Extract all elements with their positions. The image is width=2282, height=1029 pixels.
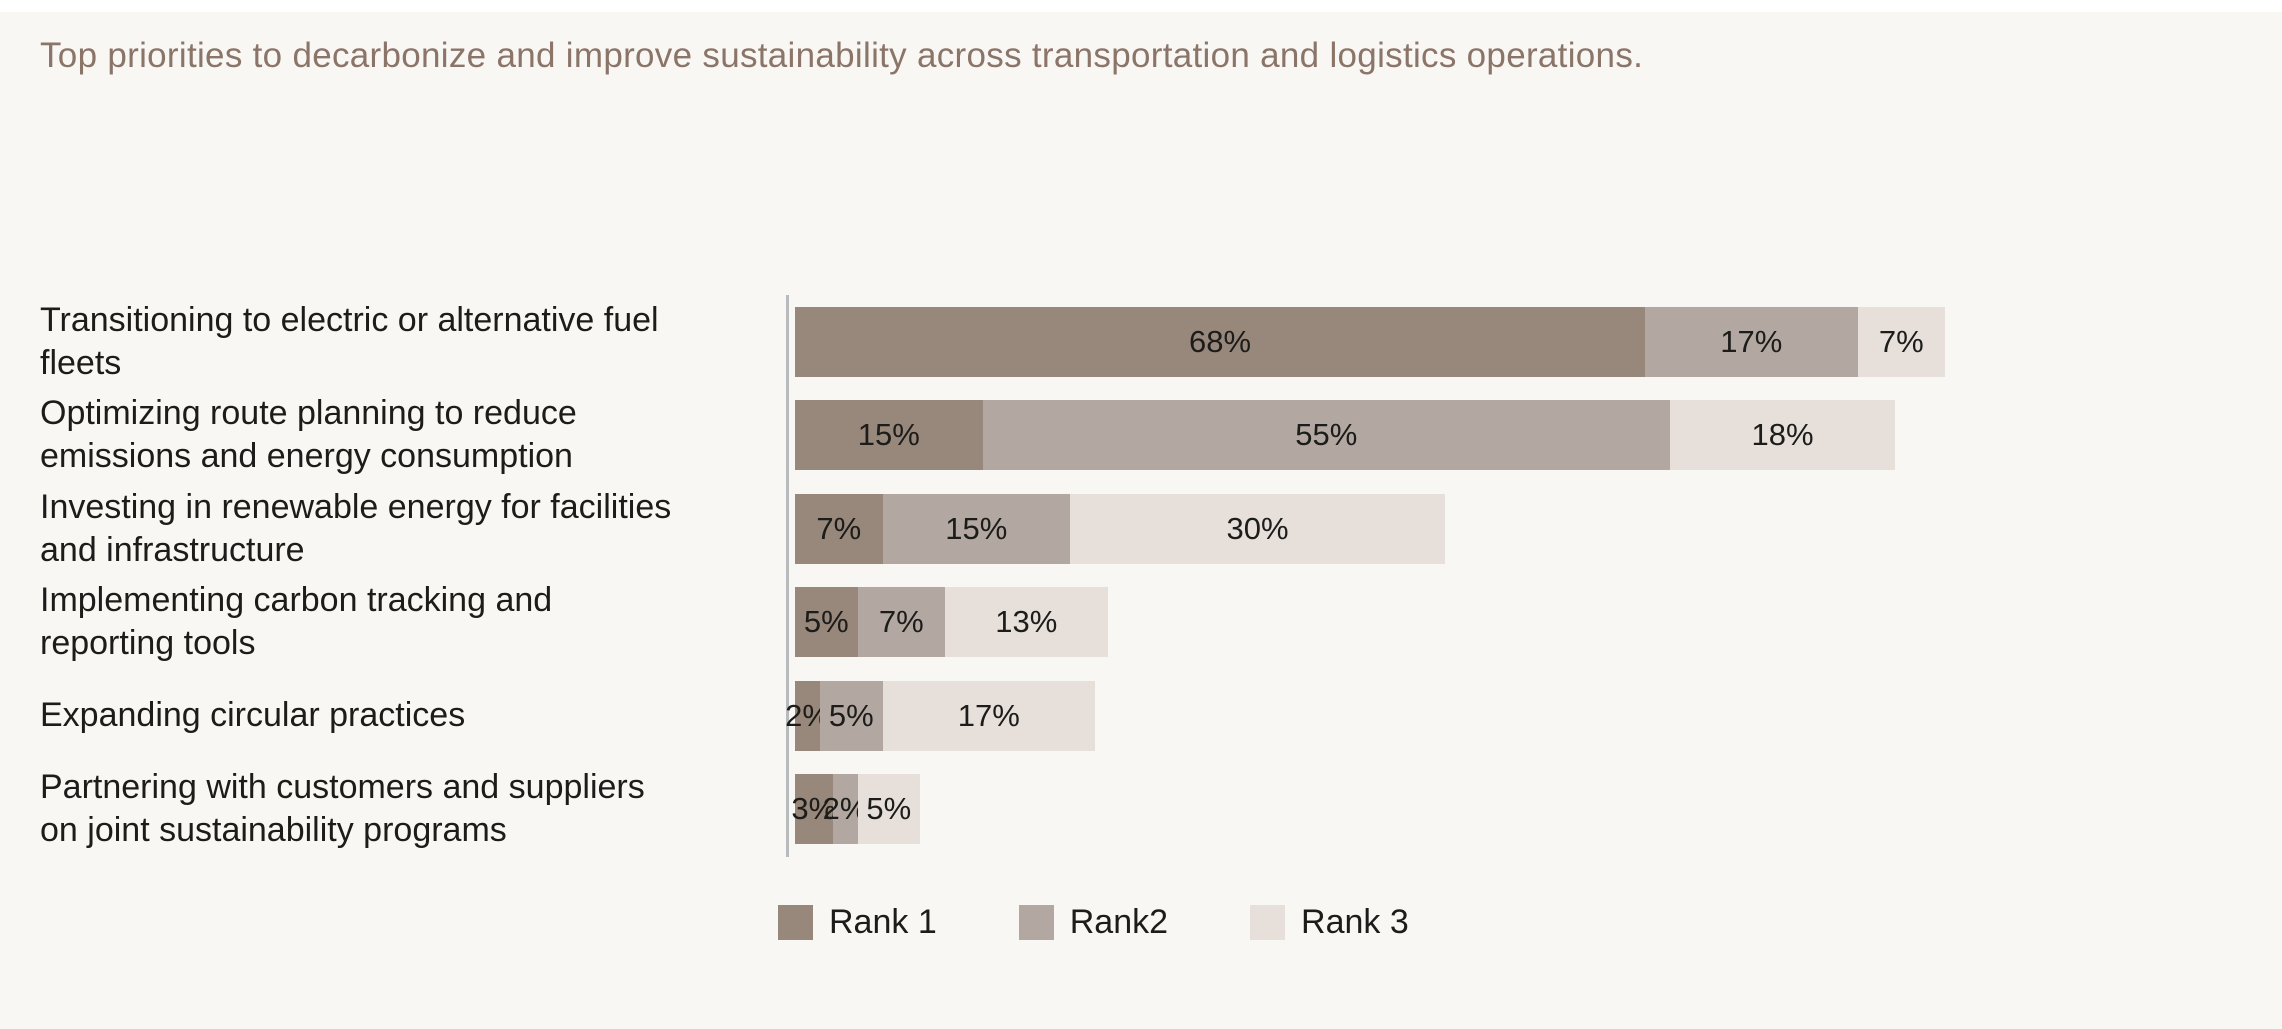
bar-segment-rank-1: 3% <box>791 774 836 845</box>
chart-row: Investing in renewable energy for facili… <box>0 482 2282 576</box>
chart-row: Transitioning to electric or alternative… <box>0 295 2282 389</box>
category-label: Transitioning to electric or alternative… <box>40 300 659 382</box>
bar-segment-rank2: 55% <box>982 400 1670 471</box>
value-label: 5% <box>828 697 874 733</box>
value-label: 3% <box>791 791 837 827</box>
legend-item-rank-1: Rank 1 <box>778 903 937 942</box>
bar: 68% 17% 7% <box>795 306 1945 377</box>
bar-segment-rank2: 2% <box>823 774 867 845</box>
legend: Rank 1 Rank2 Rank 3 <box>778 903 1409 942</box>
legend-label: Rank2 <box>1069 903 1169 941</box>
bar: 2% 5% 17% <box>785 680 1095 751</box>
legend-item-rank-3: Rank 3 <box>1250 903 1409 942</box>
value-label: 15% <box>857 417 920 453</box>
value-label: 7% <box>878 604 924 640</box>
legend-swatch-icon <box>778 905 813 940</box>
bar: 3% 2% 5% <box>791 774 920 845</box>
bar-segment-rank-3: 13% <box>945 587 1108 658</box>
bar-segment-rank-3: 18% <box>1670 400 1895 471</box>
legend-swatch-icon <box>1018 905 1054 940</box>
bar: 15% 55% 18% <box>795 400 1895 471</box>
value-label: 18% <box>1751 417 1814 453</box>
legend-label: Rank 1 <box>829 903 937 941</box>
bar-segment-rank2: 5% <box>820 680 883 751</box>
chart-rows: Transitioning to electric or alternative… <box>0 295 2282 856</box>
chart-title: Top priorities to decarbonize and improv… <box>40 36 1644 75</box>
bar-segment-rank-1: 5% <box>795 587 858 658</box>
bar-segment-rank-3: 30% <box>1070 493 1445 564</box>
legend-swatch-icon <box>1250 905 1286 940</box>
chart-row: Partnering with customers and suppliers … <box>0 763 2282 857</box>
chart-row: Expanding circular practices 2% 5% 17% <box>0 669 2282 763</box>
legend-item-rank2: Rank2 <box>1018 903 1169 942</box>
value-label: 17% <box>1720 323 1783 359</box>
category-label: Optimizing route planning to reduce emis… <box>40 394 577 476</box>
value-label: 13% <box>995 604 1058 640</box>
category-label: Implementing carbon tracking and reporti… <box>40 581 553 663</box>
value-label: 5% <box>803 604 849 640</box>
chart-row: Implementing carbon tracking and reporti… <box>0 576 2282 670</box>
legend-label: Rank 3 <box>1301 903 1409 941</box>
bar-segment-rank2: 17% <box>1645 306 1858 377</box>
bar-segment-rank-3: 7% <box>1857 306 1945 377</box>
value-label: 7% <box>816 510 862 546</box>
bar: 5% 7% 13% <box>795 587 1108 658</box>
value-label: 5% <box>866 791 912 827</box>
bar-segment-rank-1: 68% <box>795 306 1645 377</box>
category-label: Investing in renewable energy for facili… <box>40 487 672 569</box>
bar: 7% 15% 30% <box>795 493 1445 564</box>
bar-segment-rank2: 7% <box>857 587 945 658</box>
top-white-strip <box>0 0 2282 12</box>
value-label: 7% <box>1878 323 1924 359</box>
bar-segment-rank-1: 15% <box>795 400 983 471</box>
value-label: 30% <box>1226 510 1289 546</box>
bar-segment-rank-1: 7% <box>795 493 883 564</box>
value-label: 17% <box>957 697 1020 733</box>
category-label: Partnering with customers and suppliers … <box>40 768 645 850</box>
chart-row: Optimizing route planning to reduce emis… <box>0 389 2282 483</box>
bar-segment-rank-3: 17% <box>882 680 1095 751</box>
bar-segment-rank-1: 2% <box>785 680 830 751</box>
value-label: 15% <box>945 510 1008 546</box>
y-axis-line <box>786 295 789 857</box>
value-label: 55% <box>1295 417 1358 453</box>
bar-segment-rank-3: 5% <box>857 774 920 845</box>
value-label: 68% <box>1188 323 1252 359</box>
category-label: Expanding circular practices <box>40 696 466 735</box>
bar-segment-rank2: 15% <box>882 493 1070 564</box>
